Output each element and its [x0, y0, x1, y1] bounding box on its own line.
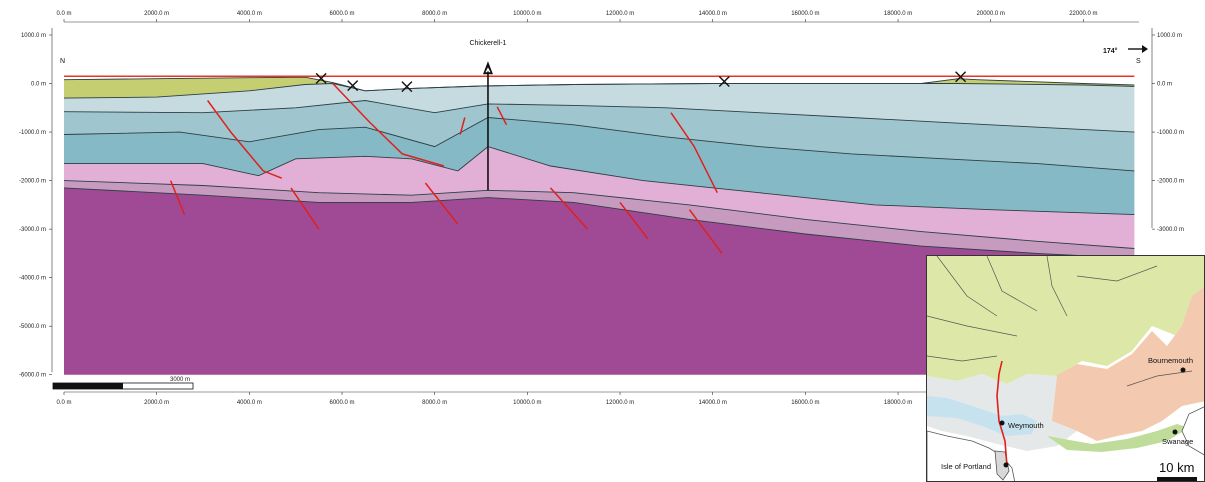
town-label-weymouth: Weymouth	[1008, 421, 1044, 430]
well-symbol-icon	[482, 61, 493, 75]
fault-10	[619, 201, 649, 240]
x-tick-label-top: 8000.0 m	[422, 11, 447, 17]
town-marker-swanage	[1172, 429, 1178, 435]
fault-cross-marker-icon	[401, 81, 413, 93]
x-tick-label-top: 4000.0 m	[237, 11, 262, 17]
horizon-mid-teal-base	[63, 117, 1135, 172]
town-marker-bournemouth	[1180, 367, 1186, 373]
y-tick-label-left: -3000.0 m	[19, 227, 46, 233]
stratigraphic-layers	[63, 76, 1135, 375]
scale-bar-label: 3000 m	[170, 377, 190, 383]
end-label-north: N	[60, 58, 65, 65]
x-tick-label-top: 2000.0 m	[144, 11, 169, 17]
y-tick-label-right: 1000.0 m	[1157, 33, 1182, 39]
x-tick-label-top: 16000.0 m	[791, 11, 819, 17]
x-tick-label-bottom: 0.0 m	[56, 400, 71, 406]
town-label-swanage: Swanage	[1162, 437, 1193, 446]
direction-arrow-icon	[1128, 45, 1148, 53]
y-tick-label-right: -3000.0 m	[1157, 227, 1184, 233]
layer-teal-mid	[64, 100, 1135, 171]
map-sea-south	[1015, 451, 1204, 481]
scale-bar: 3000 m	[52, 377, 194, 390]
axes: 0.0 m 2000.0 m 4000.0 m 6000.0 m 8000.0 m 100…	[19, 11, 1184, 406]
town-marker-portland	[1003, 462, 1009, 468]
x-tick-label-bottom: 4000.0 m	[237, 400, 262, 406]
layer-teal-upper	[64, 83, 1135, 133]
x-tick-label-bottom: 18000.0 m	[884, 400, 912, 406]
section-line	[996, 360, 1008, 467]
y-tick-label-left: 1000.0 m	[21, 33, 46, 39]
x-tick-label-top: 22000.0 m	[1069, 11, 1097, 17]
fault-5	[496, 106, 508, 126]
layer-pink	[64, 146, 1135, 249]
map-green-unit	[927, 256, 1204, 384]
town-label-portland: Isle of Portland	[941, 462, 991, 471]
x-tick-label-bottom: 16000.0 m	[791, 400, 819, 406]
x-tick-label-bottom: 8000.0 m	[422, 400, 447, 406]
x-tick-label-top: 14000.0 m	[699, 11, 727, 17]
fault-6	[169, 180, 186, 215]
x-tick-label-top: 20000.0 m	[977, 11, 1005, 17]
x-tick-label-bottom: 12000.0 m	[606, 400, 634, 406]
x-tick-label-bottom: 10000.0 m	[513, 400, 541, 406]
horizon-lower-pink-base	[63, 187, 1135, 259]
map-portland	[994, 450, 1010, 481]
y-tick-label-left: -2000.0 m	[19, 179, 46, 185]
x-tick-label-top: 18000.0 m	[884, 11, 912, 17]
fault-8	[424, 182, 459, 225]
map-blue-unit	[927, 396, 1037, 436]
fault-cross-marker-icon	[955, 71, 967, 83]
fault-2	[332, 82, 445, 167]
fault-cross-marker-icon	[347, 80, 359, 92]
y-tick-label-right: 0.0 m	[1157, 82, 1172, 88]
layer-lower-pink	[64, 180, 1135, 259]
horizon-green-base	[63, 83, 1135, 99]
map-structure-lines	[927, 256, 1193, 387]
end-label-south: S	[1136, 58, 1141, 65]
town-label-bournemouth: Bournemouth	[1148, 356, 1193, 365]
x-tick-label-top: 12000.0 m	[606, 11, 634, 17]
horizon-upper-teal-base	[63, 100, 1135, 133]
azimuth-label: 174°	[1103, 47, 1118, 55]
map-grey-unit	[927, 374, 1077, 451]
y-tick-label-left: -6000.0 m	[19, 373, 46, 379]
y-tick-label-left: -1000.0 m	[19, 130, 46, 136]
inset-map-svg: Bournemouth Weymouth Swanage Isle of Por…	[927, 256, 1204, 481]
fault-3	[670, 112, 718, 194]
x-tick-label-top: 10000.0 m	[513, 11, 541, 17]
fault-7	[290, 187, 320, 230]
x-tick-label-top: 6000.0 m	[330, 11, 355, 17]
annotations: Chickerell-1 N S 174° 3000 m	[52, 40, 1148, 390]
fault-cross-marker-icon	[315, 72, 327, 84]
y-tick-label-left: -4000.0 m	[19, 276, 46, 282]
map-scale-label: 10 km	[1159, 460, 1194, 475]
fault-4	[459, 117, 466, 135]
y-tick-label-left: -5000.0 m	[19, 324, 46, 330]
well-label: Chickerell-1	[469, 40, 506, 47]
fault-9	[549, 187, 589, 230]
map-scale-bar	[1157, 477, 1197, 481]
x-tick-label-bottom: 14000.0 m	[699, 400, 727, 406]
fault-11	[688, 209, 723, 254]
fault-1	[206, 100, 283, 179]
map-green-strip	[1047, 424, 1189, 452]
y-tick-label-left: 0.0 m	[31, 82, 46, 88]
x-tick-label-bottom: 6000.0 m	[330, 400, 355, 406]
inset-location-map: Bournemouth Weymouth Swanage Isle of Por…	[926, 255, 1205, 482]
horizon-pink-base	[63, 180, 1135, 249]
fault-cross-marker-icon	[718, 76, 730, 88]
y-tick-label-right: -1000.0 m	[1157, 130, 1184, 136]
map-pink-unit	[1047, 287, 1204, 441]
fault-lines	[169, 82, 723, 254]
x-tick-label-top: 0.0 m	[56, 11, 71, 17]
map-sea-east	[1181, 406, 1204, 456]
town-marker-weymouth	[999, 420, 1005, 426]
surface-markers	[315, 71, 967, 93]
x-tick-label-bottom: 2000.0 m	[144, 400, 169, 406]
horizon-teal-base	[64, 146, 1135, 216]
layer-teal-lower	[64, 117, 1135, 215]
y-tick-label-right: -2000.0 m	[1157, 179, 1184, 185]
layer-basement	[64, 187, 1135, 375]
